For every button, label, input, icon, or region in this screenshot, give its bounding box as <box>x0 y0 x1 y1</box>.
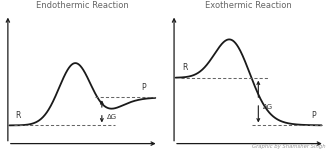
Text: P: P <box>142 83 146 92</box>
Title: Exothermic Reaction: Exothermic Reaction <box>205 1 292 10</box>
Text: P: P <box>311 111 316 120</box>
Text: R: R <box>15 111 20 120</box>
Text: ΔG: ΔG <box>107 114 117 120</box>
Text: R: R <box>183 63 188 72</box>
Text: ΔG: ΔG <box>263 104 273 110</box>
Text: Graphic by Shamsher Singh: Graphic by Shamsher Singh <box>253 144 326 149</box>
Title: Endothermic Reaction: Endothermic Reaction <box>36 1 129 10</box>
